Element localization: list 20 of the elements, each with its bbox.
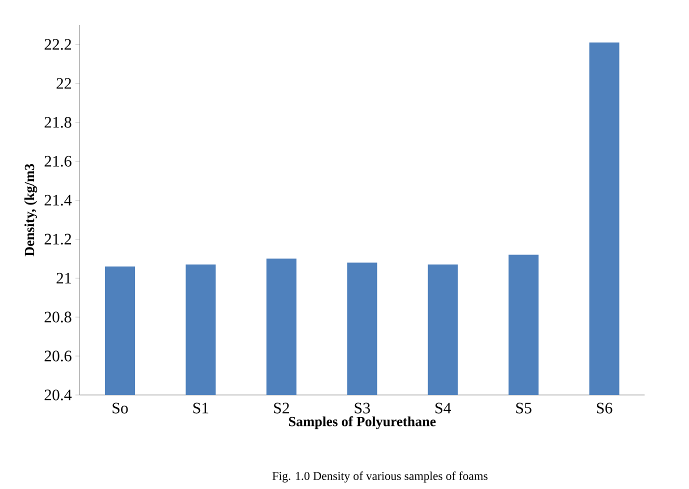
y-tick-label: 21.2 — [44, 234, 72, 245]
x-axis-title: Samples of Polyurethane — [289, 416, 436, 430]
y-tick-label: 21 — [56, 272, 71, 284]
x-tick-label: S3 — [354, 402, 370, 414]
x-tick-label: S1 — [193, 402, 208, 414]
y-tick-label: 22 — [56, 78, 72, 89]
x-tick-label: S4 — [436, 402, 452, 414]
y-tick-label: 20.6 — [44, 350, 72, 362]
x-tick-label: S5 — [516, 402, 532, 414]
y-tick-label: 21.4 — [44, 194, 72, 206]
x-tick-label: S2 — [274, 402, 289, 414]
y-tick-label: 20.4 — [44, 390, 72, 400]
y-tick-label: 21.6 — [44, 156, 72, 167]
y-axis-title: Density, (kg/m3 — [24, 164, 38, 256]
y-tick-label: 21.8 — [44, 116, 72, 128]
y-tick-label: 20.8 — [44, 312, 72, 322]
y-tick-label: 22.2 — [44, 39, 72, 50]
x-tick-label: S6 — [596, 402, 612, 414]
x-tick-label: So — [112, 402, 128, 414]
caption: Fig. 1.0 Density of various samples of foams — [272, 471, 488, 482]
